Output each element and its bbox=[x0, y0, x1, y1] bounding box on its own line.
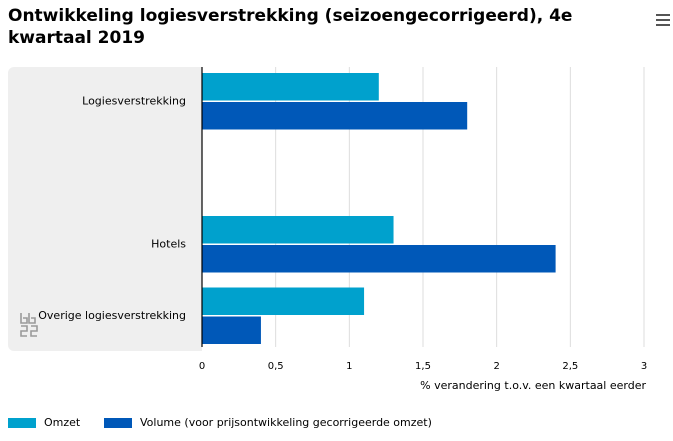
bar-omzet-3 bbox=[202, 287, 365, 315]
x-tick-label: 1 bbox=[346, 361, 352, 372]
category-label: Logiesverstrekking bbox=[82, 95, 186, 108]
category-area-background-edge bbox=[194, 67, 202, 351]
category-area-background bbox=[8, 67, 202, 351]
bar-volume-3 bbox=[202, 316, 261, 344]
x-tick-label: 1,5 bbox=[415, 361, 431, 372]
legend-label-volume: Volume (voor prijsontwikkeling gecorrige… bbox=[140, 416, 432, 429]
x-tick-label: 3 bbox=[641, 361, 647, 372]
cbs-logo-icon bbox=[20, 313, 38, 337]
legend-item-omzet[interactable]: Omzet bbox=[8, 416, 80, 429]
bar-volume-2 bbox=[202, 245, 556, 273]
hamburger-menu-icon[interactable] bbox=[656, 14, 670, 28]
category-label: Overige logiesverstrekking bbox=[38, 309, 186, 322]
legend-swatch-omzet bbox=[8, 417, 36, 428]
x-tick-label: 0,5 bbox=[268, 361, 284, 372]
legend-item-volume[interactable]: Volume (voor prijsontwikkeling gecorrige… bbox=[104, 416, 432, 429]
chart-title: Ontwikkeling logiesverstrekking (seizoen… bbox=[8, 6, 573, 48]
category-label: Hotels bbox=[151, 238, 186, 251]
x-axis-title: % verandering t.o.v. een kwartaal eerder bbox=[420, 379, 646, 392]
x-tick-label: 2,5 bbox=[562, 361, 578, 372]
bar-volume-0 bbox=[202, 102, 468, 130]
x-tick-label: 0 bbox=[199, 361, 205, 372]
legend-label-omzet: Omzet bbox=[44, 416, 81, 429]
x-tick-label: 2 bbox=[493, 361, 499, 372]
legend-swatch-volume bbox=[104, 417, 132, 428]
bar-omzet-0 bbox=[202, 73, 379, 101]
bar-omzet-2 bbox=[202, 216, 394, 244]
